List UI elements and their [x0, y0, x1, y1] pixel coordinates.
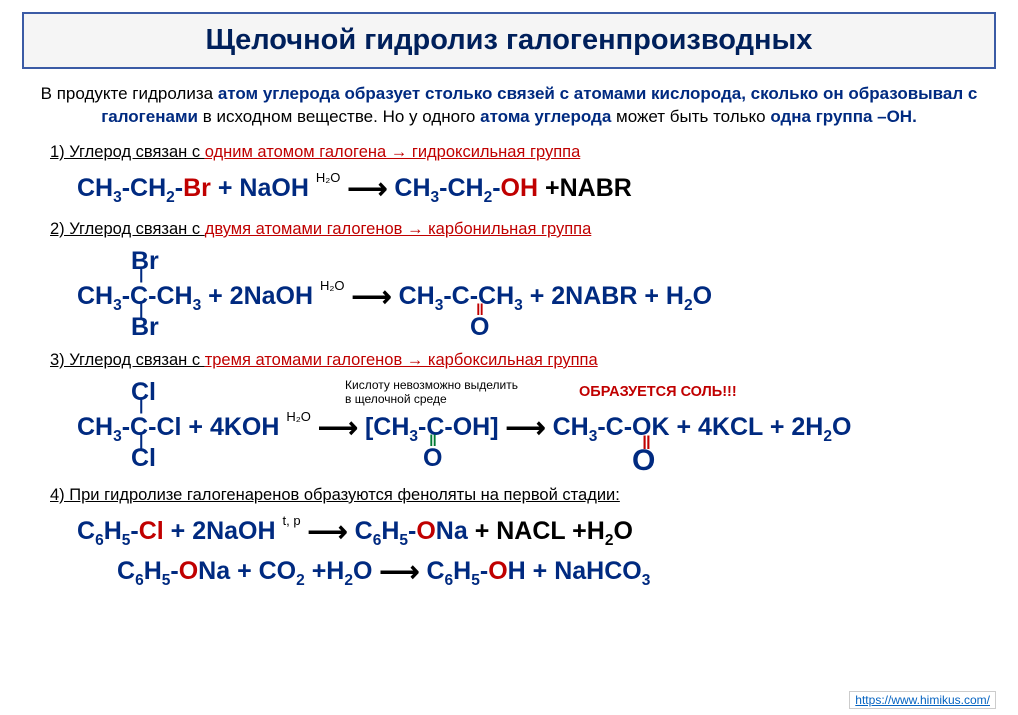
eq4-t: O: [353, 557, 372, 585]
page-title: Щелочной гидролиз галогенпроизводных: [38, 24, 980, 57]
rule-4: 4) При гидролизе галогенаренов образуютс…: [50, 486, 996, 505]
eq4-t: + NACL +H: [468, 517, 605, 545]
eq4-t: + CO: [230, 557, 296, 585]
eq4-t: O: [613, 517, 632, 545]
eq1-t: CH: [77, 174, 113, 202]
arrow-icon: ⟶: [379, 557, 419, 588]
equation-4-line1: C6H5-Cl + 2NaOH t, p ⟶ C6H5-ONa + NACL +…: [77, 515, 996, 549]
eq3-o1: O: [423, 444, 442, 472]
eq4-cl: Cl: [139, 517, 164, 545]
eq4-o: O: [179, 557, 198, 585]
eq1-t: CH: [394, 174, 430, 202]
intro-emph-2: атома углерода: [480, 107, 611, 126]
rule-2-highlight: двумя атомами галогенов → карбонильная г…: [205, 220, 592, 238]
eq1-oh: OH: [501, 174, 539, 202]
eq3-t: + 4KOH: [181, 413, 286, 441]
eq2-t: CH: [77, 282, 113, 310]
eq3-bot-cl: Cl: [131, 444, 156, 472]
eq4-t: C: [117, 557, 135, 585]
eq3-t: CH: [553, 413, 589, 441]
title-bar: Щелочной гидролиз галогенпроизводных: [22, 12, 996, 69]
eq1-h2o-annot: H₂O: [316, 170, 341, 185]
eq2-tail: + 2NABR + H: [523, 282, 684, 310]
eq3-tail: + 4KCL + 2H: [670, 413, 824, 441]
acid-note-1: Кислоту невозможно выделить: [345, 378, 518, 392]
eq4-t: -: [130, 517, 138, 545]
rule-1-highlight: одним атомом галогена → гидроксильная гр…: [205, 143, 581, 161]
eq4-t: H: [144, 557, 162, 585]
eq4-t: -: [480, 557, 488, 585]
eq1-t: -CH: [439, 174, 483, 202]
eq4-o: O: [488, 557, 507, 585]
eq2-t: -C-CH: [122, 282, 193, 310]
eq4-t: C: [77, 517, 95, 545]
intro-emph-3: одна группа –OH.: [770, 107, 916, 126]
eq3-h2o: H₂O: [286, 409, 311, 424]
eq4-t: Na: [436, 517, 468, 545]
eq4-t: H: [104, 517, 122, 545]
eq3-cl: Cl: [156, 413, 181, 441]
rule-3-highlight: тремя атомами галогенов → карбоксильная …: [205, 351, 598, 369]
arrow-icon: ⟶: [506, 414, 546, 442]
eq4-t: + NaHCO: [526, 557, 642, 585]
arrow-icon: ⟶: [347, 174, 387, 205]
eq3-t: [CH: [365, 413, 409, 441]
eq1-t: + NaOH: [211, 174, 316, 202]
acid-note-2: в щелочной среде: [345, 392, 447, 406]
eq2-t: CH: [399, 282, 435, 310]
eq3-k: K: [651, 413, 669, 441]
rule-1: 1) Углерод связан с одним атомом галоген…: [50, 143, 996, 162]
eq4-o: O: [416, 517, 435, 545]
eq3-top-cl: Cl: [131, 378, 156, 406]
equation-4-line2: C6H5-ONa + CO2 +H2O ⟶ C6H5-OH + NaHCO3: [117, 555, 996, 589]
arrow-icon: ⟶: [352, 283, 392, 311]
intro-text-2: в исходном веществе. Но у одного: [198, 107, 480, 126]
salt-note: ОБРАЗУЕТСЯ СОЛЬ!!!: [579, 384, 737, 400]
eq4-t: + 2NaOH: [164, 517, 283, 545]
arrow-icon: ⟶: [308, 517, 348, 548]
eq2-o: O: [470, 313, 489, 341]
eq4-t: C: [355, 517, 373, 545]
eq3-t: O: [832, 413, 851, 441]
eq1-br: Br: [183, 174, 211, 202]
rule-3: 3) Углерод связан с тремя атомами галоге…: [50, 351, 996, 370]
eq1-lhs: CH3-CH2-Br + NaOH: [77, 174, 316, 202]
eq4-t: C: [426, 557, 444, 585]
intro-paragraph: В продукте гидролиза атом углерода образ…: [22, 83, 996, 129]
eq2-h2o: H₂O: [320, 278, 345, 293]
rule-1-prefix: 1) Углерод связан с: [50, 143, 205, 161]
footer-link[interactable]: https://www.himikus.com/: [849, 691, 996, 709]
eq3-o2: O: [632, 444, 655, 477]
equation-2: Br | CH3-C-CH3 + 2NaOH H₂O ⟶ CH3-C-CH3 +…: [77, 249, 996, 345]
rule-4-text: 4) При гидролизе галогенаренов образуютс…: [50, 486, 620, 504]
intro-text-3: может быть только: [611, 107, 770, 126]
eq1-t: -: [492, 174, 500, 202]
eq1-t: -: [175, 174, 183, 202]
eq1-t: -CH: [122, 174, 166, 202]
eq4-t: H: [508, 557, 526, 585]
eq3-t: CH: [77, 413, 113, 441]
rule-2: 2) Углерод связан с двумя атомами галоге…: [50, 220, 996, 239]
eq1-nabr: +NABR: [538, 174, 632, 202]
eq4-t: H: [453, 557, 471, 585]
eq4-t: Na: [198, 557, 230, 585]
eq4-t: +H: [305, 557, 345, 585]
equation-3: Cl | Кислоту невозможно выделить в щелоч…: [77, 380, 996, 480]
eq2-t: + 2NaOH: [201, 282, 320, 310]
arrow-icon: ⟶: [318, 414, 358, 442]
intro-text: В продукте гидролиза: [41, 84, 218, 103]
equation-1: CH3-CH2-Br + NaOH H₂O ⟶ CH3-CH2-OH +NABR: [77, 172, 996, 206]
eq4-tp-annot: t, p: [283, 513, 301, 528]
eq4-t: -: [170, 557, 178, 585]
eq2-bot-br: Br: [131, 313, 159, 341]
eq2-t: O: [693, 282, 712, 310]
rule-2-prefix: 2) Углерод связан с: [50, 220, 205, 238]
eq1-rhs: CH3-CH2-OH +NABR: [394, 174, 631, 202]
eq4-t: H: [381, 517, 399, 545]
eq2-top-br: Br: [131, 247, 159, 275]
rule-3-prefix: 3) Углерод связан с: [50, 351, 205, 369]
